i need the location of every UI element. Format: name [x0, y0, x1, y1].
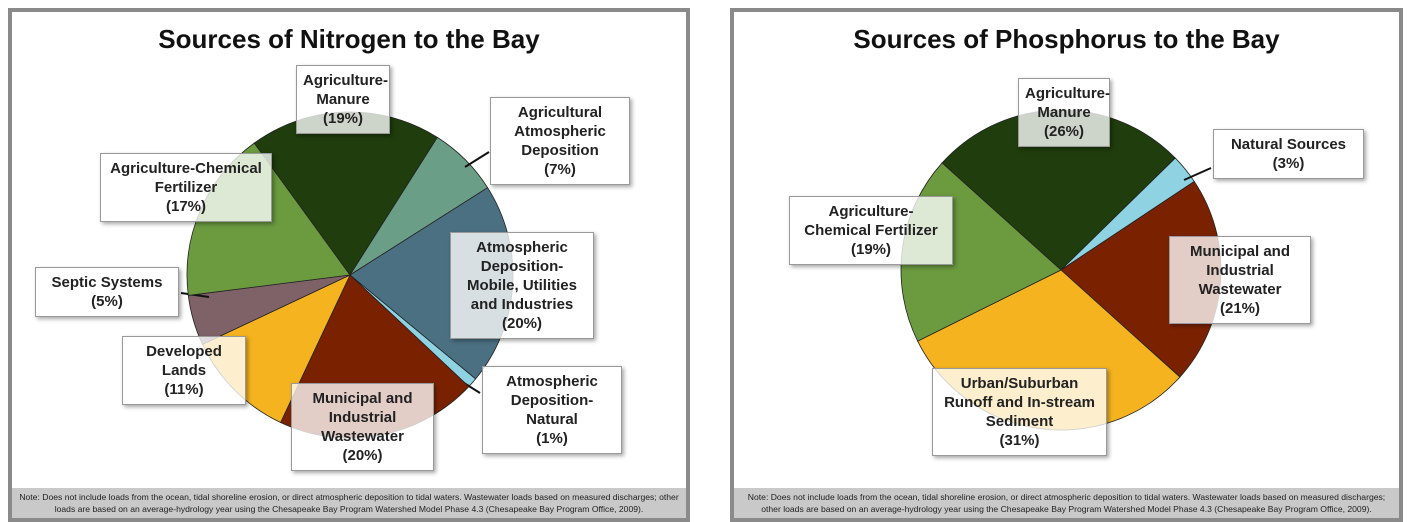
category-label: Agriculture-Chemical Fertilizer: [804, 203, 938, 239]
slice-label: Agriculture-Chemical Fertilizer (17%): [100, 153, 272, 222]
value-label: (1%): [536, 430, 568, 447]
leader-line: [1183, 167, 1212, 181]
category-label: Agriculture-Chemical Fertilizer: [110, 160, 262, 196]
category-label: Agriculture-Manure: [303, 72, 389, 108]
value-label: (19%): [850, 241, 891, 258]
slice-label: Agriculture-Manure (26%): [1018, 78, 1110, 147]
category-label: Agricultural Atmospheric Deposition: [514, 104, 606, 159]
slice-label: Atmospheric Deposition-Mobile, Utilities…: [450, 232, 594, 339]
chart-title: Sources of Nitrogen to the Bay: [158, 24, 540, 54]
slice-label: Agricultural Atmospheric Deposition (7%): [490, 97, 630, 185]
slice-label: Atmospheric Deposition-Natural (1%): [482, 366, 622, 454]
category-label: Municipal and Industrial Wastewater: [1189, 243, 1290, 298]
value-label: (26%): [1043, 123, 1084, 140]
leader-line: [464, 151, 490, 168]
value-label: (17%): [165, 198, 206, 215]
note: Note: Does not include loads from the oc…: [12, 488, 686, 518]
category-label: Septic Systems: [51, 274, 163, 291]
value-label: (11%): [164, 381, 204, 398]
value-label: (20%): [342, 447, 383, 464]
category-label: Agriculture-Manure: [1025, 85, 1111, 121]
category-label: Natural Sources: [1230, 136, 1347, 153]
nitrogen-panel: Sources of Nitrogen to the Bay Note: Doe…: [8, 8, 690, 522]
slice-label: Municipal and Industrial Wastewater (20%): [291, 383, 434, 471]
value-label: (20%): [501, 315, 542, 332]
value-label: (3%): [1272, 155, 1305, 172]
leader-line: [180, 292, 210, 298]
category-label: Developed Lands: [146, 343, 222, 379]
phosphorus-panel: Sources of Phosphorus to the Bay Note: D…: [730, 8, 1403, 522]
value-label: (19%): [322, 110, 363, 127]
category-label: Urban/Suburban Runoff and In-stream Sedi…: [944, 375, 1095, 430]
category-label: Atmospheric Deposition-Natural: [506, 373, 598, 428]
category-label: Atmospheric Deposition-Mobile, Utilities…: [466, 239, 577, 313]
slice-label: Agriculture-Manure (19%): [296, 65, 390, 134]
category-label: Municipal and Industrial Wastewater: [312, 390, 413, 445]
slice-label: Natural Sources (3%): [1213, 129, 1364, 179]
slice-label: Urban/Suburban Runoff and In-stream Sedi…: [932, 368, 1107, 456]
slice-label: Septic Systems (5%): [35, 267, 179, 317]
slice-label: Municipal and Industrial Wastewater (21%): [1169, 236, 1311, 324]
value-label: (21%): [1219, 300, 1260, 317]
value-label: (5%): [91, 293, 123, 310]
value-label: (7%): [544, 161, 576, 178]
value-label: (31%): [999, 432, 1040, 449]
chart-title: Sources of Phosphorus to the Bay: [853, 24, 1280, 54]
note: Note: Does not include loads from the oc…: [734, 488, 1399, 518]
slice-label: Developed Lands (11%): [122, 336, 246, 405]
slice-label: Agriculture-Chemical Fertilizer (19%): [789, 196, 953, 265]
